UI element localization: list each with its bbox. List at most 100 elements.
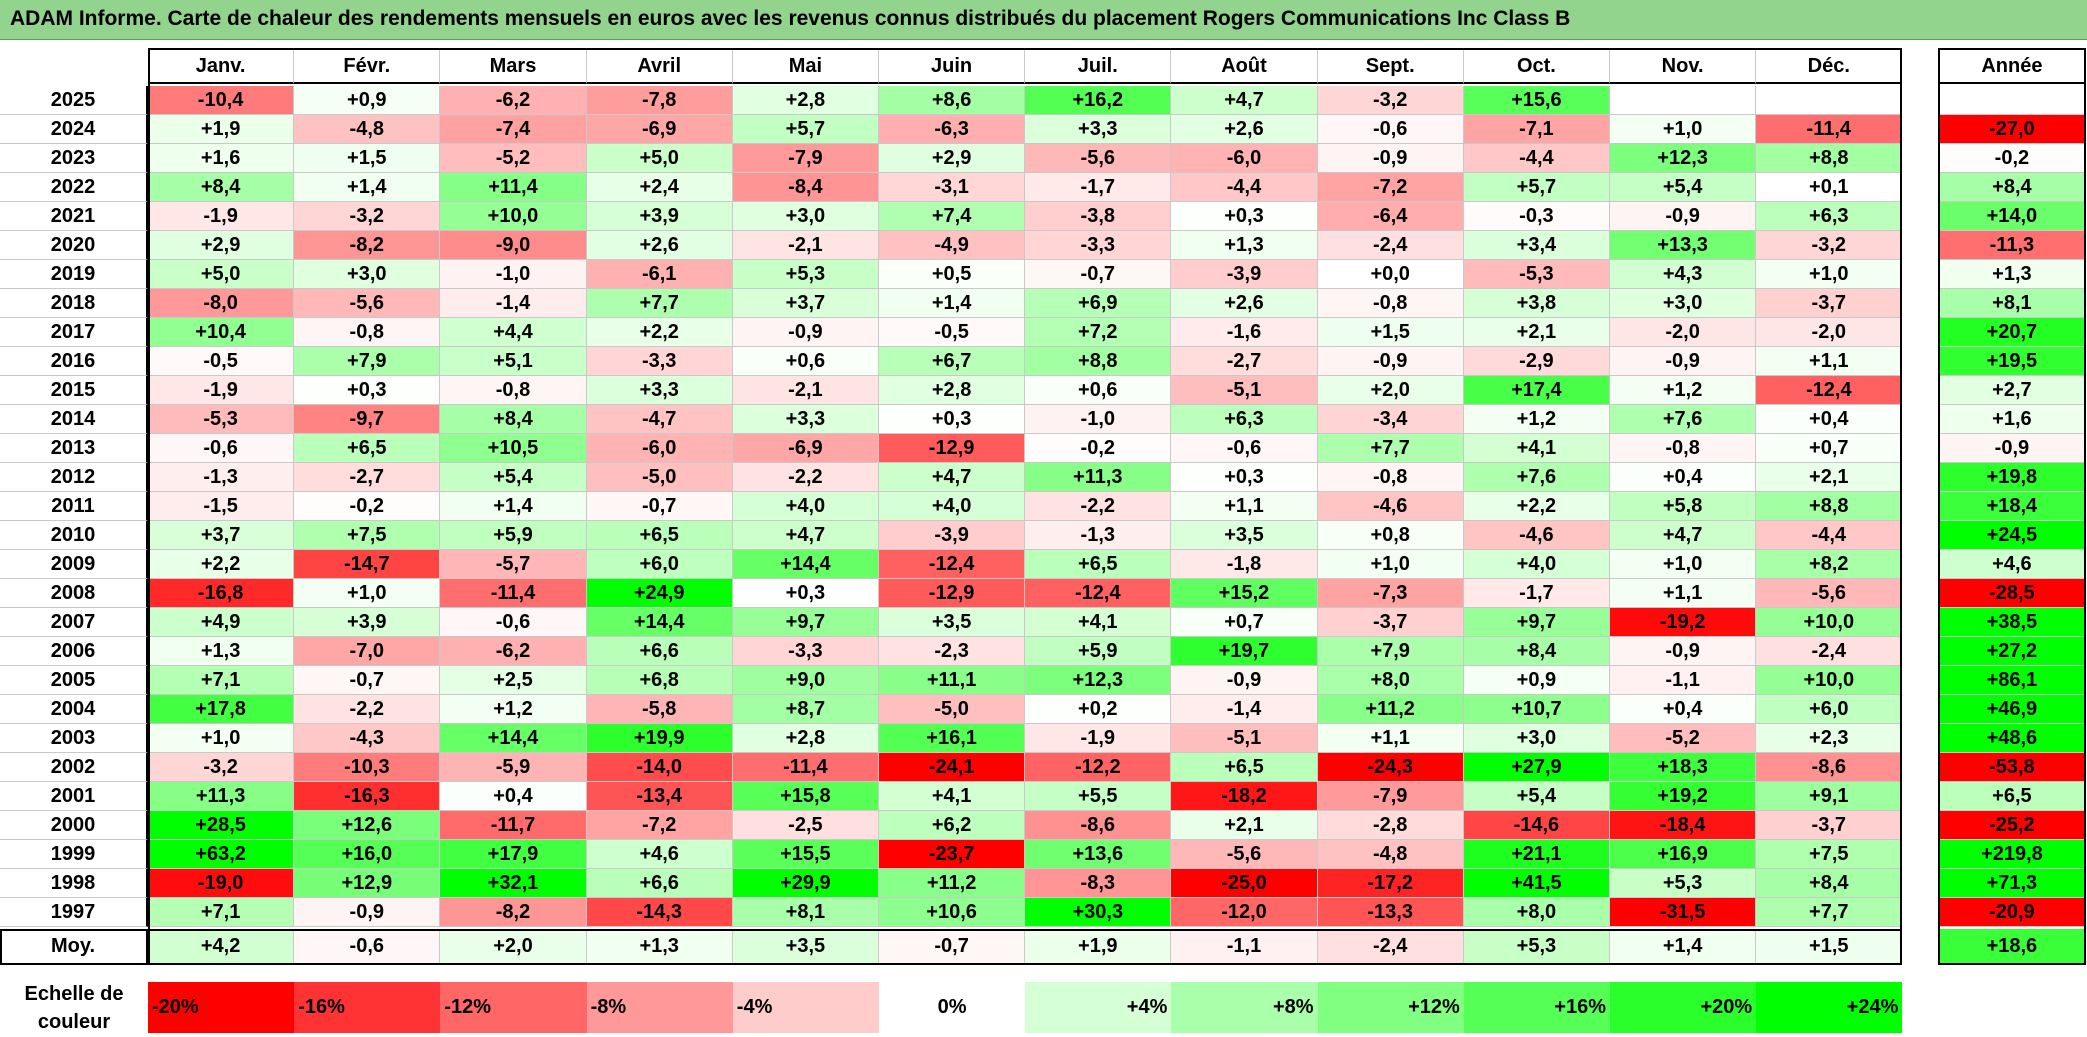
heatmap-cell: -9,0 xyxy=(440,231,587,260)
heatmap-cell: +16,9 xyxy=(1610,840,1757,869)
row-year-label: 2017 xyxy=(0,318,148,347)
heatmap-cell: -1,4 xyxy=(440,289,587,318)
heatmap-cell: -3,7 xyxy=(1756,289,1903,318)
heatmap-cell: +12,9 xyxy=(294,869,441,898)
heatmap-cell: +7,7 xyxy=(586,289,733,318)
heatmap-cell: +24,9 xyxy=(586,579,733,608)
heatmap-cell: +15,6 xyxy=(1463,86,1610,115)
heatmap-cell: +10,4 xyxy=(148,318,295,347)
heatmap-cell: -2,7 xyxy=(1171,347,1318,376)
average-cell: -0,6 xyxy=(294,929,441,965)
annual-cell: +8,1 xyxy=(1938,289,2087,318)
heatmap-cell: -25,0 xyxy=(1171,869,1318,898)
average-cell: +5,3 xyxy=(1463,929,1610,965)
heatmap-cell: +1,9 xyxy=(148,115,295,144)
heatmap-cell: +11,2 xyxy=(1317,695,1464,724)
row-year-label: 2015 xyxy=(0,376,148,405)
heatmap-cell: -5,6 xyxy=(294,289,441,318)
heatmap-cell: +1,0 xyxy=(1317,550,1464,579)
heatmap-cell: +1,4 xyxy=(294,173,441,202)
heatmap-cell: +1,6 xyxy=(148,144,295,173)
heatmap-cell: +4,3 xyxy=(1610,260,1757,289)
heatmap-cell: +11,4 xyxy=(440,173,587,202)
heatmap-cell: -3,8 xyxy=(1025,202,1172,231)
heatmap-cell: -7,8 xyxy=(586,86,733,115)
heatmap-cell: -0,8 xyxy=(1317,289,1464,318)
color-scale-stop: 0% xyxy=(879,982,1026,1033)
heatmap-cell: +4,7 xyxy=(1171,86,1318,115)
heatmap-cell: +3,4 xyxy=(1463,231,1610,260)
heatmap-cell: +8,7 xyxy=(732,695,879,724)
heatmap-cell: -3,9 xyxy=(879,521,1026,550)
heatmap-cell: -5,0 xyxy=(879,695,1026,724)
heatmap-cell: +1,3 xyxy=(148,637,295,666)
heatmap-cell: +0,7 xyxy=(1756,434,1903,463)
heatmap-cell: +18,3 xyxy=(1610,753,1757,782)
heatmap-cell: +4,0 xyxy=(1463,550,1610,579)
average-cell: +1,5 xyxy=(1756,929,1903,965)
heatmap-cell: -5,1 xyxy=(1171,376,1318,405)
annual-cell: +2,7 xyxy=(1938,376,2087,405)
heatmap-cell: +16,1 xyxy=(879,724,1026,753)
heatmap-cell: -8,0 xyxy=(148,289,295,318)
annual-cell: +1,3 xyxy=(1938,260,2087,289)
heatmap-cell: -0,8 xyxy=(440,376,587,405)
heatmap-cell: -13,4 xyxy=(586,782,733,811)
heatmap-cell: -0,8 xyxy=(1610,434,1757,463)
heatmap-cell: +2,9 xyxy=(148,231,295,260)
heatmap-cell: -17,2 xyxy=(1317,869,1464,898)
heatmap-cell: +5,0 xyxy=(148,260,295,289)
heatmap-cell: +1,2 xyxy=(1610,376,1757,405)
annual-cell: +24,5 xyxy=(1938,521,2087,550)
heatmap-cell: +17,9 xyxy=(440,840,587,869)
heatmap-cell: +2,1 xyxy=(1463,318,1610,347)
column-header: Mars xyxy=(440,48,587,84)
heatmap-cell: -14,0 xyxy=(586,753,733,782)
heatmap-cell: -0,9 xyxy=(1610,347,1757,376)
heatmap-cell: -1,3 xyxy=(1025,521,1172,550)
heatmap-cell: -8,4 xyxy=(732,173,879,202)
heatmap-cell: +4,1 xyxy=(879,782,1026,811)
annual-cell: +38,5 xyxy=(1938,608,2087,637)
heatmap-cell: -2,7 xyxy=(294,463,441,492)
heatmap-cell: +4,1 xyxy=(1463,434,1610,463)
annual-cell: -25,2 xyxy=(1938,811,2087,840)
heatmap-cell: -8,3 xyxy=(1025,869,1172,898)
heatmap-cell: +2,4 xyxy=(586,173,733,202)
heatmap-cell: -0,5 xyxy=(148,347,295,376)
heatmap-cell: +1,0 xyxy=(1610,550,1757,579)
heatmap-cell: +5,4 xyxy=(1610,173,1757,202)
heatmap-cell: -2,9 xyxy=(1463,347,1610,376)
annual-cell: +19,5 xyxy=(1938,347,2087,376)
row-year-label: 2021 xyxy=(0,202,148,231)
heatmap-cell: +6,0 xyxy=(586,550,733,579)
heatmap-cell: -4,3 xyxy=(294,724,441,753)
heatmap-cell: -2,4 xyxy=(1317,231,1464,260)
color-scale-stop: -4% xyxy=(732,982,879,1033)
heatmap-cell: +19,7 xyxy=(1171,637,1318,666)
heatmap-cell: -24,3 xyxy=(1317,753,1464,782)
annual-column-header: Année xyxy=(1938,48,2087,84)
heatmap-cell: -16,3 xyxy=(294,782,441,811)
heatmap-cell: -5,3 xyxy=(1463,260,1610,289)
heatmap-cell: -2,0 xyxy=(1756,318,1903,347)
heatmap-cell: +6,6 xyxy=(586,869,733,898)
heatmap-cell: -0,6 xyxy=(148,434,295,463)
heatmap-cell: +16,2 xyxy=(1025,86,1172,115)
heatmap-cell: -24,1 xyxy=(879,753,1026,782)
heatmap-cell: -5,9 xyxy=(440,753,587,782)
column-header: Nov. xyxy=(1610,48,1757,84)
heatmap-cell: +7,5 xyxy=(1756,840,1903,869)
heatmap-cell: +12,6 xyxy=(294,811,441,840)
heatmap-cell: -3,2 xyxy=(1317,86,1464,115)
row-year-label: 2004 xyxy=(0,695,148,724)
heatmap-cell: -2,1 xyxy=(732,376,879,405)
heatmap-cell: +0,1 xyxy=(1756,173,1903,202)
heatmap-cell: -31,5 xyxy=(1610,898,1757,927)
heatmap-cell: +2,6 xyxy=(1171,289,1318,318)
average-cell: +3,5 xyxy=(732,929,879,965)
heatmap-cell: -5,2 xyxy=(440,144,587,173)
heatmap-cell: +21,1 xyxy=(1463,840,1610,869)
column-header: Janv. xyxy=(148,48,295,84)
heatmap-cell: +6,3 xyxy=(1756,202,1903,231)
